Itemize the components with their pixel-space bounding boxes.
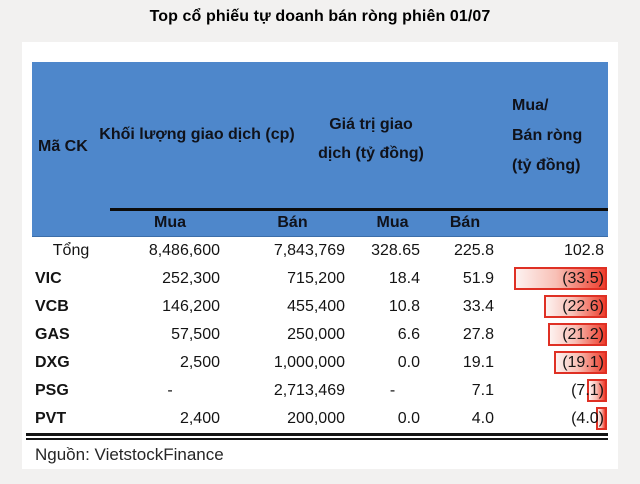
val-sell-cell: 27.8: [462, 326, 494, 343]
val-buy-cell: -: [389, 382, 396, 399]
vol-sell-cell: 200,000: [287, 410, 345, 427]
net-data-bar: [544, 295, 607, 318]
subheader-val-sell: Bán: [449, 214, 481, 231]
net-cell: (22.6): [500, 293, 608, 321]
net-data-bar: [547, 323, 607, 346]
net-data-bar: [554, 351, 607, 374]
vol-sell-cell: 455,400: [287, 298, 345, 315]
table-row: PVT 2,400 200,000 0.0 4.0 (4.0): [32, 405, 608, 433]
ticker-cell: Tổng: [52, 242, 90, 259]
table-row: VIC 252,300 715,200 18.4 51.9 (33.5): [32, 265, 608, 293]
ticker-cell: VIC: [35, 270, 62, 287]
val-sell-cell: 51.9: [462, 270, 494, 287]
table-row: PSG - 2,713,469 - 7.1 (7.1): [32, 377, 608, 405]
table-row: DXG 2,500 1,000,000 0.0 19.1 (19.1): [32, 349, 608, 377]
header-value: Giá trị giao dịch (tỷ đồng): [318, 116, 424, 162]
vol-sell-cell: 1,000,000: [273, 354, 345, 371]
header-volume: Khối lượng giao dịch (cp): [99, 126, 295, 143]
page-title: Top cổ phiếu tự doanh bán ròng phiên 01/…: [149, 8, 491, 25]
net-cell: (33.5): [500, 265, 608, 293]
subheader-val-buy: Mua: [376, 214, 409, 231]
vol-buy-cell: 252,300: [162, 270, 220, 287]
header-divider-line: [110, 208, 608, 211]
val-sell-cell: 7.1: [471, 382, 494, 399]
net-cell: 102.8: [563, 242, 604, 259]
net-sell-table: Mã CK Khối lượng giao dịch (cp) Giá trị …: [26, 62, 608, 465]
table-card: Mã CK Khối lượng giao dịch (cp) Giá trị …: [22, 42, 618, 469]
val-buy-cell: 10.8: [388, 298, 420, 315]
table-body: Tổng 8,486,600 7,843,769 328.65 225.8 10…: [32, 237, 608, 433]
vol-sell-cell: 7,843,769: [273, 242, 345, 259]
net-cell: (21.2): [500, 321, 608, 349]
net-cell: (7.1): [500, 377, 608, 405]
table-header: Mã CK Khối lượng giao dịch (cp) Giá trị …: [32, 62, 608, 237]
ticker-cell: GAS: [35, 326, 70, 343]
header-ticker: Mã CK: [38, 138, 88, 155]
val-buy-cell: 0.0: [397, 354, 420, 371]
val-buy-cell: 18.4: [388, 270, 420, 287]
net-cell: (4.0): [500, 405, 608, 433]
val-buy-cell: 6.6: [397, 326, 420, 343]
subheader-vol-buy: Mua: [154, 214, 186, 231]
val-buy-cell: 0.0: [397, 410, 420, 427]
ticker-cell: PSG: [35, 382, 69, 399]
table-bottom-double-border: [26, 433, 608, 440]
ticker-cell: PVT: [35, 410, 67, 427]
vol-buy-cell: 8,486,600: [148, 242, 220, 259]
vol-sell-cell: 2,713,469: [273, 382, 345, 399]
ticker-cell: VCB: [35, 298, 69, 315]
source-note: Nguồn: VietstockFinance: [35, 445, 224, 464]
val-buy-cell: 328.65: [371, 242, 420, 259]
table-row: GAS 57,500 250,000 6.6 27.8 (21.2): [32, 321, 608, 349]
net-data-bar: [587, 379, 607, 402]
val-sell-cell: 33.4: [462, 298, 494, 315]
vol-sell-cell: 715,200: [287, 270, 345, 287]
table-subheader-row: Mua Bán Mua Bán: [32, 211, 608, 237]
vol-buy-cell: 2,400: [179, 410, 220, 427]
subheader-vol-sell: Bán: [277, 214, 308, 231]
vol-buy-cell: 146,200: [162, 298, 220, 315]
ticker-cell: DXG: [35, 354, 70, 371]
vol-buy-cell: 2,500: [179, 354, 220, 371]
val-sell-cell: 4.0: [471, 410, 494, 427]
val-sell-cell: 19.1: [462, 354, 494, 371]
vol-buy-cell: -: [167, 382, 173, 399]
val-sell-cell: 225.8: [453, 242, 494, 259]
table-header-main: Mã CK Khối lượng giao dịch (cp) Giá trị …: [32, 62, 608, 208]
net-data-bar: [595, 407, 607, 430]
header-net: Mua/ Bán ròng (tỷ đồng): [512, 97, 583, 174]
net-data-bar: [514, 267, 607, 290]
net-cell: (19.1): [500, 349, 608, 377]
table-row-total: Tổng 8,486,600 7,843,769 328.65 225.8 10…: [32, 237, 608, 265]
vol-buy-cell: 57,500: [171, 326, 220, 343]
table-row: VCB 146,200 455,400 10.8 33.4 (22.6): [32, 293, 608, 321]
vol-sell-cell: 250,000: [287, 326, 345, 343]
